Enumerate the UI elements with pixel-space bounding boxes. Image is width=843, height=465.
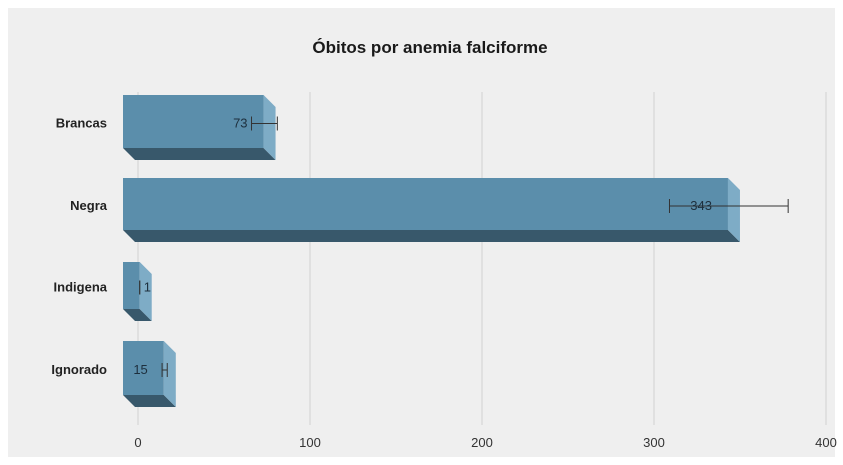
bar-front: [123, 95, 264, 148]
bars-layer: [123, 95, 740, 407]
bar-bottom-face: [123, 395, 176, 407]
x-tick-label: 300: [643, 435, 665, 450]
data-label-negra: 343: [690, 198, 712, 213]
bar-front: [123, 178, 728, 230]
category-label-negra: Negra: [70, 198, 108, 213]
x-tick-label: 200: [471, 435, 493, 450]
bar-negra: [123, 178, 740, 242]
x-tick-label: 400: [815, 435, 837, 450]
bar-front: [123, 341, 164, 395]
labels-layer: 0 100 200 300 400 Brancas 73 Negra 343 Indigena 1 I…: [51, 116, 836, 451]
chart-title: Óbitos por anemia falciforme: [312, 38, 547, 57]
bar-side-face: [163, 341, 176, 407]
category-label-ignorado: Ignorado: [51, 362, 107, 377]
bar-bottom-face: [123, 148, 276, 160]
x-tick-label: 0: [134, 435, 141, 450]
bar-bottom-face: [123, 309, 152, 321]
bar-ignorado: [123, 341, 176, 407]
bar-indigena: [123, 262, 152, 321]
error-bar-negra: [668, 199, 789, 213]
bar-brancas: [123, 95, 276, 160]
data-label-brancas: 73: [233, 116, 247, 131]
error-bar-ignorado: [161, 363, 168, 377]
bar-side-face: [727, 178, 740, 242]
error-bar-brancas: [251, 116, 278, 131]
category-label-brancas: Brancas: [56, 116, 107, 131]
category-label-indigena: Indigena: [54, 280, 108, 295]
bar-side-face: [139, 262, 152, 321]
bar-side-face: [263, 95, 276, 160]
x-tick-label: 100: [299, 435, 321, 450]
data-label-ignorado: 15: [133, 362, 147, 377]
bar-bottom-face: [123, 230, 740, 242]
bar-front: [123, 262, 140, 309]
data-label-indigena: 1: [144, 280, 151, 295]
